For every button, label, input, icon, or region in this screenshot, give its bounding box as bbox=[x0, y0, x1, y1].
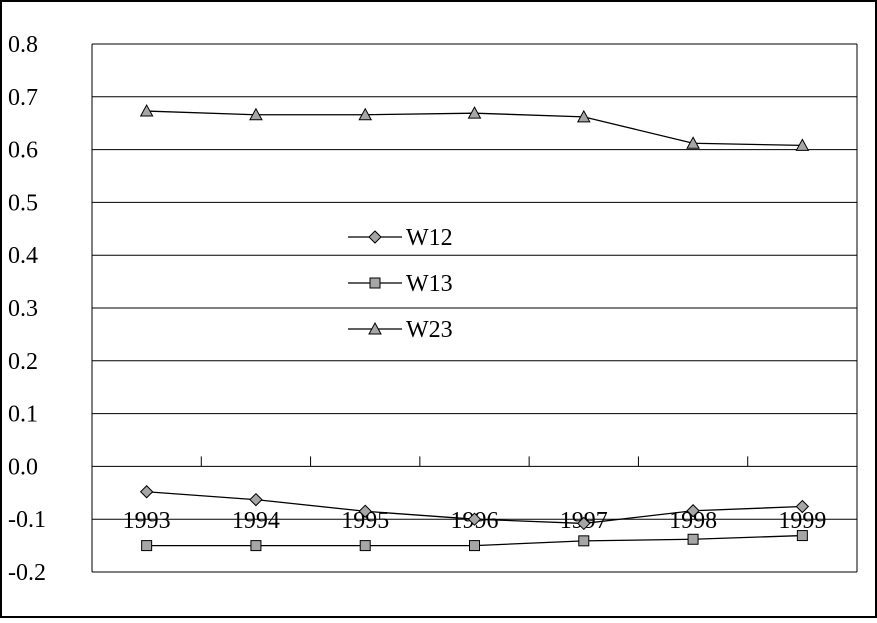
legend-marker bbox=[368, 230, 382, 244]
legend-label: W23 bbox=[406, 317, 453, 343]
data-point-w13 bbox=[796, 530, 808, 542]
legend-item-w23: W23 bbox=[348, 317, 453, 343]
legend-label: W13 bbox=[406, 271, 453, 297]
y-tick-label: 0.3 bbox=[8, 296, 38, 322]
y-tick-label: 0.4 bbox=[8, 243, 38, 269]
data-point-w12 bbox=[467, 512, 482, 526]
y-tick-label: 0.5 bbox=[8, 190, 38, 216]
data-point-w13 bbox=[141, 540, 153, 552]
data-point-w23 bbox=[795, 138, 810, 151]
data-point-w23 bbox=[576, 109, 591, 123]
y-tick-label: -0.2 bbox=[8, 560, 46, 586]
x-tick-label: 1993 bbox=[123, 508, 171, 534]
legend-item-w12: W12 bbox=[348, 225, 453, 251]
legend-marker bbox=[368, 321, 382, 335]
data-point-w23 bbox=[249, 107, 263, 121]
y-tick-label: 0.7 bbox=[8, 85, 38, 111]
data-point-w23 bbox=[139, 104, 154, 117]
y-tick-label: -0.1 bbox=[8, 507, 46, 533]
legend-label: W12 bbox=[406, 225, 453, 251]
y-tick-label: 0.1 bbox=[8, 402, 38, 428]
data-point-w23 bbox=[686, 136, 700, 149]
data-point-w23 bbox=[358, 107, 373, 121]
data-point-w13 bbox=[359, 540, 371, 552]
data-point-w23 bbox=[467, 106, 482, 119]
x-tick-label: 1994 bbox=[232, 508, 280, 534]
data-point-w13 bbox=[578, 535, 590, 547]
data-point-w12 bbox=[358, 504, 372, 518]
series-group bbox=[139, 104, 810, 552]
data-point-w12 bbox=[686, 504, 700, 518]
data-point-w13 bbox=[250, 540, 262, 552]
legend: W12 W13 W23 bbox=[348, 225, 453, 343]
y-tick-labels: 0.8 0.7 0.6 0.5 0.4 0.3 0.2 0.1 0.0 -0.1 -0.2 bbox=[8, 32, 46, 586]
data-point-w12 bbox=[139, 485, 154, 499]
y-tick-label: 0.2 bbox=[8, 349, 38, 375]
data-point-w13 bbox=[687, 533, 699, 545]
y-tick-label: 0.0 bbox=[8, 454, 38, 480]
data-point-w13 bbox=[469, 540, 480, 552]
data-point-w12 bbox=[795, 499, 810, 514]
data-point-w12 bbox=[577, 516, 591, 531]
legend-marker bbox=[369, 277, 381, 289]
y-tick-label: 0.8 bbox=[8, 32, 38, 58]
legend-item-w13: W13 bbox=[348, 271, 453, 297]
data-point-w12 bbox=[249, 492, 263, 507]
y-tick-label: 0.6 bbox=[8, 138, 38, 164]
